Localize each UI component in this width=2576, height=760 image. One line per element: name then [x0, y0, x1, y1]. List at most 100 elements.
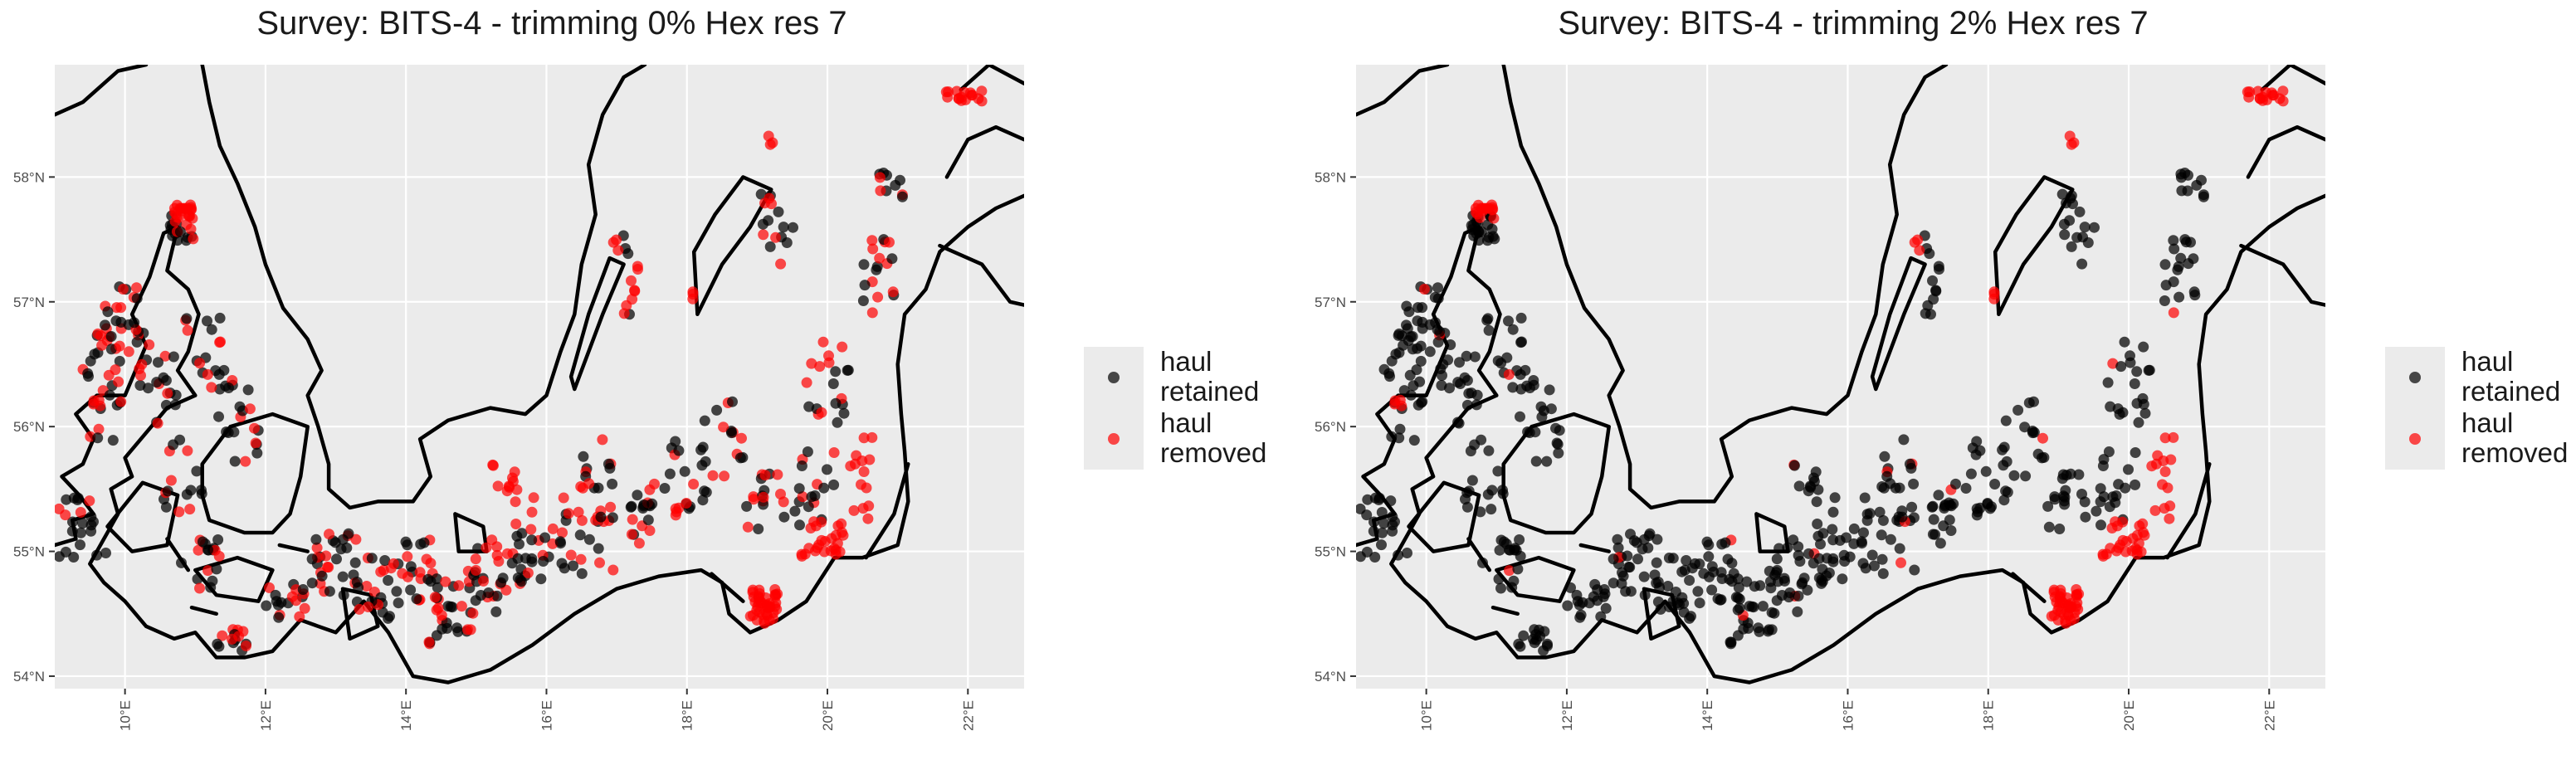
- haul-retained-point: [1715, 567, 1727, 578]
- haul-retained-point: [1598, 584, 1610, 595]
- haul-retained-point: [1928, 514, 1939, 525]
- haul-retained-point: [85, 519, 97, 531]
- coastline: [2246, 124, 2325, 179]
- haul-removed-point: [828, 447, 840, 458]
- legend-dot-removed: [1108, 433, 1120, 445]
- haul-removed-point: [1487, 203, 1499, 215]
- haul-retained-point: [818, 482, 830, 494]
- haul-retained-point: [830, 366, 842, 378]
- haul-retained-point: [431, 630, 442, 641]
- haul-retained-point: [827, 378, 839, 389]
- haul-retained-point: [1503, 315, 1514, 327]
- haul-retained-point: [568, 560, 578, 572]
- haul-retained-point: [1730, 592, 1742, 603]
- haul-retained-point: [796, 460, 807, 471]
- haul-removed-point: [626, 275, 637, 286]
- haul-retained-point: [218, 364, 230, 376]
- haul-retained-point: [1960, 483, 1972, 494]
- haul-removed-point: [633, 538, 645, 549]
- legend-key-removed: [2385, 408, 2445, 470]
- haul-retained-point: [1803, 548, 1814, 559]
- haul-removed-point: [736, 432, 747, 444]
- coastline: [1642, 587, 1681, 641]
- x-tick-label: 20°E: [2121, 700, 2137, 731]
- haul-retained-point: [896, 191, 908, 202]
- haul-retained-point: [174, 226, 186, 237]
- haul-removed-point: [114, 340, 125, 352]
- haul-retained-point: [1998, 441, 2010, 453]
- haul-retained-point: [1504, 544, 1515, 556]
- haul-removed-point: [2107, 358, 2119, 369]
- haul-retained-point: [1608, 553, 1619, 565]
- haul-removed-point: [2037, 432, 2048, 444]
- haul-retained-point: [2059, 491, 2071, 503]
- haul-removed-point: [510, 519, 522, 529]
- haul-retained-point: [2020, 470, 2032, 482]
- legend-label-retained: haul retained: [2461, 346, 2561, 407]
- haul-retained-point: [2071, 231, 2083, 243]
- map-layer: [1356, 65, 2325, 684]
- haul-removed-point: [688, 479, 700, 490]
- haul-removed-point: [2254, 93, 2266, 105]
- haul-retained-point: [2168, 235, 2179, 246]
- haul-removed-point: [576, 514, 588, 526]
- haul-retained-point: [2019, 421, 2031, 433]
- coastline: [2011, 572, 2047, 603]
- haul-retained-point: [673, 445, 685, 456]
- haul-retained-point: [1520, 364, 1531, 376]
- haul-retained-point: [2102, 377, 2114, 388]
- haul-retained-point: [1998, 460, 2009, 471]
- haul-retained-point: [1667, 553, 1679, 564]
- haul-retained-point: [1463, 387, 1475, 399]
- haul-retained-point: [1885, 478, 1896, 490]
- haul-retained-point: [2056, 188, 2068, 200]
- haul-retained-point: [1948, 498, 1959, 509]
- haul-retained-point: [1574, 611, 1586, 623]
- haul-removed-point: [429, 592, 441, 603]
- haul-retained-point: [890, 179, 901, 191]
- legend-left: haul retained haul removed: [1084, 347, 1291, 471]
- haul-removed-point: [471, 564, 481, 576]
- haul-retained-point: [1494, 544, 1505, 556]
- haul-retained-point: [697, 494, 709, 506]
- haul-retained-point: [670, 436, 681, 447]
- haul-retained-point: [646, 498, 658, 509]
- haul-retained-point: [789, 505, 801, 517]
- haul-removed-point: [1389, 398, 1401, 410]
- haul-retained-point: [781, 237, 793, 248]
- haul-retained-point: [1784, 587, 1796, 598]
- haul-removed-point: [233, 631, 245, 642]
- coastline: [710, 572, 745, 603]
- haul-retained-point: [1827, 556, 1839, 568]
- haul-removed-point: [772, 469, 783, 480]
- haul-removed-point: [2110, 545, 2122, 557]
- haul-removed-point: [165, 475, 177, 486]
- haul-retained-point: [1662, 581, 1674, 592]
- haul-retained-point: [129, 317, 140, 329]
- haul-retained-point: [734, 452, 746, 464]
- haul-retained-point: [516, 528, 528, 539]
- haul-retained-point: [1411, 364, 1422, 376]
- haul-retained-point: [857, 295, 869, 306]
- haul-retained-point: [1732, 630, 1744, 641]
- haul-retained-point: [1459, 372, 1471, 383]
- haul-removed-point: [244, 403, 256, 415]
- haul-retained-point: [1772, 564, 1783, 576]
- haul-retained-point: [1926, 501, 1938, 513]
- haul-retained-point: [583, 533, 595, 545]
- haul-retained-point: [2175, 172, 2187, 183]
- haul-retained-point: [1512, 563, 1524, 575]
- haul-retained-point: [1476, 226, 1487, 237]
- haul-retained-point: [886, 253, 898, 265]
- haul-retained-point: [76, 527, 86, 538]
- haul-removed-point: [486, 534, 498, 546]
- haul-retained-point: [2188, 286, 2200, 298]
- haul-removed-point: [113, 376, 124, 387]
- haul-retained-point: [1692, 586, 1704, 597]
- haul-retained-point: [1804, 480, 1816, 492]
- haul-retained-point: [2043, 521, 2055, 533]
- haul-retained-point: [1454, 357, 1465, 368]
- haul-removed-point: [2159, 466, 2171, 477]
- haul-removed-point: [848, 504, 860, 516]
